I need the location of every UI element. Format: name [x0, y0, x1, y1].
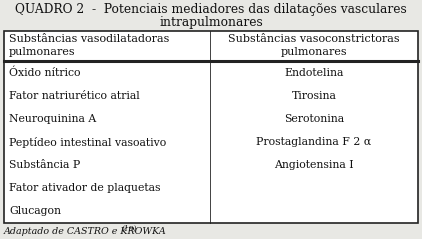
Text: Serotonina: Serotonina — [284, 114, 344, 124]
Text: Angiotensina I: Angiotensina I — [274, 160, 354, 170]
Text: Fator ativador de plaquetas: Fator ativador de plaquetas — [9, 183, 160, 193]
Text: pulmonares: pulmonares — [281, 47, 347, 57]
Text: Fator natriurético atrial: Fator natriurético atrial — [9, 91, 140, 101]
Text: Endotelina: Endotelina — [284, 68, 344, 78]
Text: Neuroquinina A: Neuroquinina A — [9, 114, 96, 124]
Text: (19): (19) — [122, 225, 137, 233]
Text: Tirosina: Tirosina — [292, 91, 336, 101]
Text: Óxido nítrico: Óxido nítrico — [9, 67, 81, 78]
Text: Glucagon: Glucagon — [9, 206, 61, 217]
Text: Prostaglandina F 2 α: Prostaglandina F 2 α — [257, 137, 371, 147]
Text: Substâncias vasodilatadoras: Substâncias vasodilatadoras — [9, 34, 169, 44]
Text: Adaptado de CASTRO e KROWKA: Adaptado de CASTRO e KROWKA — [4, 227, 167, 236]
Text: pulmonares: pulmonares — [9, 47, 76, 57]
Text: Substâncias vasoconstrictoras: Substâncias vasoconstrictoras — [228, 34, 400, 44]
Text: intrapulmonares: intrapulmonares — [159, 16, 263, 29]
Text: QUADRO 2  -  Potenciais mediadores das dilatações vasculares: QUADRO 2 - Potenciais mediadores das dil… — [15, 3, 407, 16]
Bar — [4, 31, 418, 223]
Text: Substância P: Substância P — [9, 160, 80, 170]
Text: Peptídeo intestinal vasoativo: Peptídeo intestinal vasoativo — [9, 136, 166, 147]
